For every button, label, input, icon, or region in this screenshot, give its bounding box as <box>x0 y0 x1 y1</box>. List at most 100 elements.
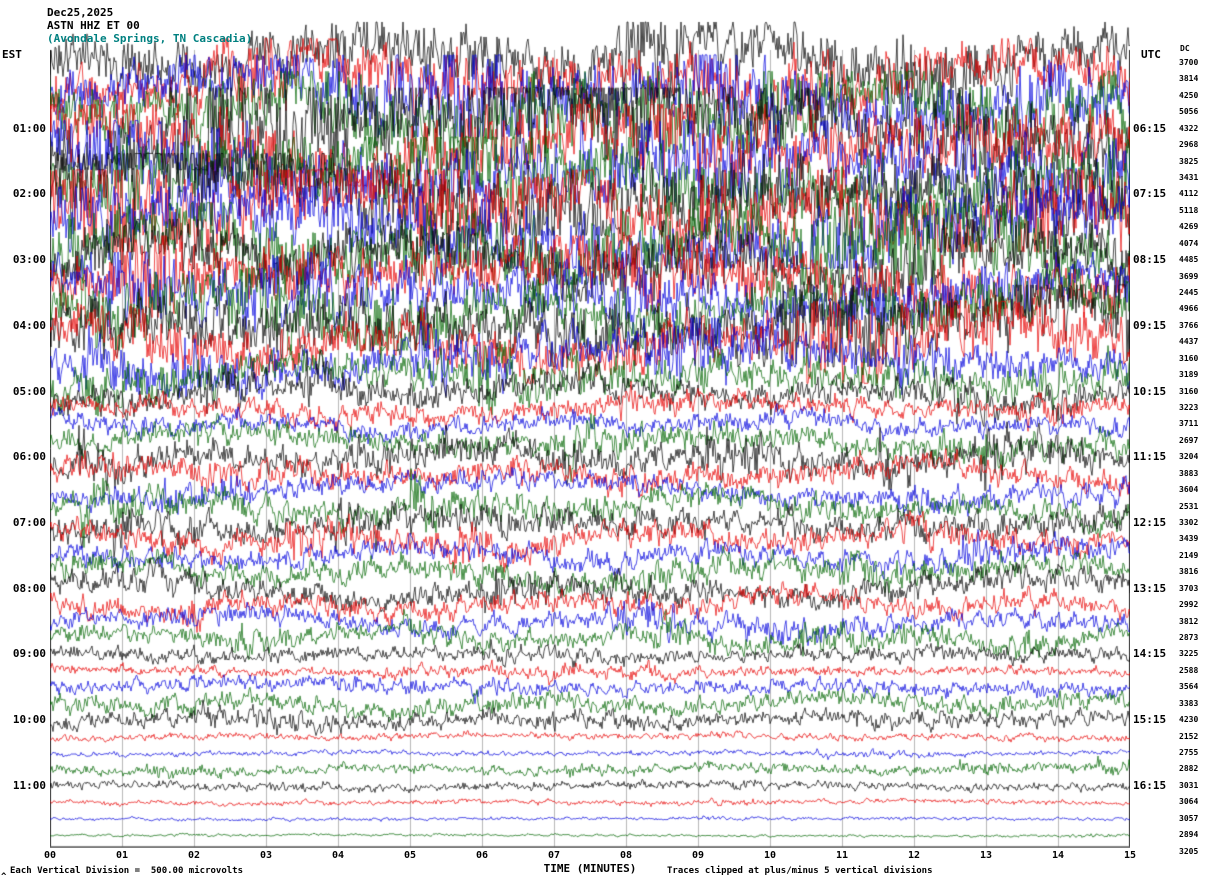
utc-hour-label: 07:15 <box>1133 187 1167 201</box>
header-station: ASTN HHZ ET 00 <box>47 19 140 32</box>
left-axis-label: EST <box>2 48 22 61</box>
footer-clip-note: Traces clipped at plus/minus 5 vertical … <box>667 866 933 876</box>
dc-value: 2697 <box>1179 435 1199 445</box>
est-hour-label: 03:00 <box>12 253 46 267</box>
footer-scale-note: Each Vertical Division = 500.00 microvol… <box>10 866 243 876</box>
corner-marker: ^ <box>1 872 7 882</box>
x-tick-label: 10 <box>763 850 777 861</box>
seismogram-traces-canvas <box>50 0 1130 848</box>
x-tick-label: 00 <box>43 850 57 861</box>
dc-value: 4437 <box>1179 337 1199 347</box>
dc-value: 3302 <box>1179 518 1199 528</box>
dc-value: 3160 <box>1179 353 1199 363</box>
right-axis-label: UTC <box>1141 48 1161 61</box>
x-tick-label: 07 <box>547 850 561 861</box>
header-location: (Avondale Springs, TN Cascadia) <box>47 32 253 45</box>
dc-value: 3205 <box>1179 846 1199 856</box>
x-tick-label: 02 <box>187 850 201 861</box>
header: Dec25,2025 ASTN HHZ ET 00 (Avondale Spri… <box>47 6 252 45</box>
dc-value: 3064 <box>1179 797 1199 807</box>
est-hour-label: 08:00 <box>12 581 46 595</box>
est-hour-label: 07:00 <box>12 516 46 530</box>
dc-value: 5118 <box>1179 205 1199 215</box>
dc-value: 4485 <box>1179 255 1199 265</box>
dc-value: 5056 <box>1179 107 1199 117</box>
x-tick-label: 06 <box>475 850 489 861</box>
dc-value: 2968 <box>1179 140 1199 150</box>
x-tick-label: 08 <box>619 850 633 861</box>
dc-value: 2894 <box>1179 830 1199 840</box>
dc-value: 2755 <box>1179 748 1199 758</box>
est-hour-label: 11:00 <box>12 778 46 792</box>
dc-value: 3225 <box>1179 649 1199 659</box>
dc-value: 3711 <box>1179 419 1199 429</box>
dc-value: 3431 <box>1179 173 1199 182</box>
utc-hour-label: 16:15 <box>1133 778 1167 792</box>
dc-value: 3814 <box>1179 74 1199 84</box>
dc-value: 2531 <box>1179 501 1199 511</box>
dc-value: 3703 <box>1179 583 1199 593</box>
est-hour-label: 01:00 <box>12 121 46 135</box>
est-hour-label: 02:00 <box>12 187 46 201</box>
dc-value: 3564 <box>1179 682 1199 692</box>
dc-value: 2152 <box>1179 731 1199 741</box>
dc-value: 2445 <box>1179 288 1199 298</box>
dc-value: 3031 <box>1179 780 1199 790</box>
dc-column-header: DC <box>1180 44 1190 53</box>
dc-value: 4966 <box>1179 304 1199 314</box>
dc-value: 3700 <box>1179 58 1199 67</box>
dc-value: 4322 <box>1179 123 1199 133</box>
dc-value: 4230 <box>1179 715 1199 725</box>
dc-value: 3189 <box>1179 370 1199 380</box>
x-tick-label: 01 <box>115 850 129 861</box>
x-tick-label: 14 <box>1051 850 1065 861</box>
utc-hour-label: 12:15 <box>1133 516 1167 530</box>
dc-value: 2149 <box>1179 550 1199 560</box>
dc-value: 4250 <box>1179 90 1199 100</box>
est-hour-label: 06:00 <box>12 450 46 464</box>
dc-value: 2588 <box>1179 665 1199 675</box>
x-tick-label: 03 <box>259 850 273 861</box>
utc-hour-label: 14:15 <box>1133 647 1167 661</box>
dc-value: 2992 <box>1179 600 1199 610</box>
utc-hour-label: 11:15 <box>1133 450 1167 464</box>
x-tick-label: 05 <box>403 850 417 861</box>
dc-value: 3223 <box>1179 403 1199 413</box>
utc-hour-label: 13:15 <box>1133 581 1167 595</box>
dc-value: 3816 <box>1179 567 1199 577</box>
dc-value: 3057 <box>1179 813 1199 823</box>
x-tick-label: 11 <box>835 850 849 861</box>
utc-hour-label: 10:15 <box>1133 384 1167 398</box>
dc-value: 4269 <box>1179 222 1199 232</box>
x-tick-label: 15 <box>1123 850 1137 861</box>
dc-value: 2873 <box>1179 633 1199 643</box>
x-tick-label: 13 <box>979 850 993 861</box>
dc-value: 3160 <box>1179 386 1199 396</box>
x-tick-label: 12 <box>907 850 921 861</box>
x-axis-title: TIME (MINUTES) <box>543 862 637 875</box>
dc-value: 3604 <box>1179 485 1199 495</box>
est-hour-label: 04:00 <box>12 318 46 332</box>
est-hour-label: 09:00 <box>12 647 46 661</box>
utc-hour-label: 08:15 <box>1133 253 1167 267</box>
utc-hour-label: 09:15 <box>1133 318 1167 332</box>
x-tick-label: 09 <box>691 850 705 861</box>
header-date: Dec25,2025 <box>47 6 114 19</box>
dc-value: 3766 <box>1179 320 1199 330</box>
utc-hour-label: 15:15 <box>1133 713 1167 727</box>
est-hour-label: 05:00 <box>12 384 46 398</box>
dc-value: 3439 <box>1179 534 1199 544</box>
dc-value: 3883 <box>1179 468 1199 478</box>
dc-value: 3825 <box>1179 156 1199 166</box>
utc-hour-label: 06:15 <box>1133 121 1167 135</box>
est-hour-label: 10:00 <box>12 713 46 727</box>
dc-value: 4112 <box>1179 189 1199 199</box>
dc-value: 3812 <box>1179 616 1199 626</box>
dc-value: 3383 <box>1179 698 1199 708</box>
dc-value: 2882 <box>1179 764 1199 774</box>
dc-value: 4074 <box>1179 238 1199 248</box>
dc-value: 3204 <box>1179 452 1199 462</box>
dc-value: 3699 <box>1179 271 1199 281</box>
x-tick-label: 04 <box>331 850 345 861</box>
